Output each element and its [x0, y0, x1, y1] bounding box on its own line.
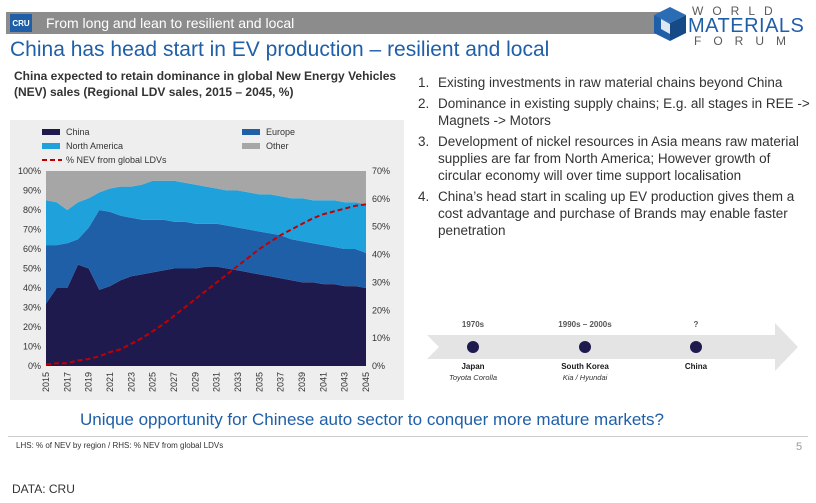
timeline-dot-china	[690, 341, 702, 353]
timeline-dot-south-korea	[579, 341, 591, 353]
cru-logo: CRU	[10, 14, 32, 32]
y-left-tick-label: 90%	[23, 186, 41, 196]
timeline-period: 1990s – 2000s	[558, 320, 612, 329]
area-series-china	[46, 264, 366, 366]
legend-label: Other	[266, 141, 289, 151]
y-left-tick-label: 10%	[23, 342, 41, 352]
cube-icon	[654, 7, 686, 41]
slide-title: China has head start in EV production – …	[10, 38, 550, 61]
x-tick-label: 2023	[126, 372, 136, 392]
x-tick-label: 2043	[340, 372, 350, 392]
nev-share-line	[45, 203, 367, 366]
timeline-period: 1970s	[461, 320, 485, 329]
x-tick-label: 2025	[148, 372, 158, 392]
reason-text: Dominance in existing supply chains; E.g…	[438, 96, 810, 128]
page-number: 5	[796, 441, 803, 453]
y-right-tick-label: 20%	[372, 305, 390, 315]
y-left-tick-label: 80%	[23, 205, 41, 215]
area-series-north-america	[46, 180, 366, 253]
x-tick-label: 2029	[190, 372, 200, 392]
header-banner-text: From long and lean to resilient and loca…	[46, 15, 295, 31]
reason-item: 3. Development of nickel resources in Asi…	[418, 133, 810, 184]
legend-swatch	[42, 129, 60, 135]
data-source: DATA: CRU	[12, 482, 75, 496]
timeline-arrow	[427, 323, 798, 371]
ev-share-chart: 0% 10% 20% 30% 40% 50% 60% 70% 80% 90% 100% 0% 10% 20…	[18, 127, 390, 392]
x-tick-label: 2019	[84, 372, 94, 392]
area-series-europe	[46, 210, 366, 304]
legend-label: North America	[66, 141, 123, 151]
x-tick-label: 2031	[212, 372, 222, 392]
legend-label: Europe	[266, 127, 295, 137]
reasons-list: 1. Existing investments in raw material c…	[418, 74, 810, 243]
x-tick-label: 2021	[105, 372, 115, 392]
y-left-tick-label: 40%	[23, 283, 41, 293]
timeline-car: Toyota Corolla	[448, 373, 498, 382]
footnote-divider	[8, 436, 808, 437]
reason-item: 1. Existing investments in raw material c…	[418, 74, 810, 91]
y-left-tick-label: 100%	[18, 166, 41, 176]
auto-sector-timeline: 1970s 1990s – 2000s ? Japan South Korea …	[425, 315, 800, 390]
x-tick-label: 2027	[169, 372, 179, 392]
brand-line-materials: MATERIALS	[688, 15, 805, 37]
x-tick-label: 2039	[297, 372, 307, 392]
reason-text: Development of nickel resources in Asia …	[438, 134, 799, 183]
x-tick-label: 2041	[318, 372, 328, 392]
y-right-tick-label: 50%	[372, 222, 390, 232]
timeline-country: Japan	[461, 362, 485, 371]
timeline-car: Kia / Hyundai	[562, 373, 608, 382]
x-tick-label: 2033	[233, 372, 243, 392]
timeline-period: ?	[693, 320, 699, 329]
brand-line-forum: FORUM	[694, 34, 798, 48]
y-right-tick-label: 60%	[372, 194, 390, 204]
tagline: Unique opportunity for Chinese auto sect…	[80, 410, 664, 429]
legend-swatch	[242, 143, 260, 149]
x-tick-label: 2045	[361, 372, 371, 392]
y-left-tick-label: 50%	[23, 264, 41, 274]
x-tick-label: 2035	[254, 372, 264, 392]
legend-label: China	[66, 127, 90, 137]
legend-swatch	[42, 143, 60, 149]
y-right-tick-label: 10%	[372, 333, 390, 343]
header-banner	[6, 12, 660, 34]
footnote: LHS: % of NEV by region / RHS: % NEV fro…	[16, 441, 224, 450]
brand-line-world: WORLD	[692, 4, 782, 18]
chart-title: China expected to retain dominance in gl…	[14, 69, 397, 99]
reason-text: Existing investments in raw material cha…	[438, 75, 783, 90]
chart-area: 0% 10% 20% 30% 40% 50% 60% 70% 80% 90% 100% 0% 10% 20…	[10, 120, 404, 400]
world-materials-forum-logo: WORLD MATERIALS FORUM	[650, 4, 810, 48]
y-right-tick-label: 30%	[372, 277, 390, 287]
reason-text: China’s head start in scaling up EV prod…	[438, 189, 795, 238]
y-right-tick-label: 70%	[372, 166, 390, 176]
timeline-dot-japan	[467, 341, 479, 353]
y-left-tick-label: 20%	[23, 322, 41, 332]
reason-item: 4. China’s head start in scaling up EV pr…	[418, 188, 810, 239]
x-tick-label: 2015	[41, 372, 51, 392]
reason-number: 3.	[418, 134, 430, 149]
reason-number: 1.	[418, 75, 430, 90]
y-left-tick-label: 70%	[23, 225, 41, 235]
x-tick-label: 2037	[276, 372, 286, 392]
legend-label: % NEV from global LDVs	[66, 155, 167, 165]
reason-number: 2.	[418, 96, 430, 111]
timeline-country: South Korea	[561, 362, 609, 371]
y-right-tick-label: 40%	[372, 250, 390, 260]
x-tick-label: 2017	[62, 372, 72, 392]
reason-item: 2. Dominance in existing supply chains; E…	[418, 95, 810, 129]
y-right-tick-label: 0%	[372, 361, 385, 371]
y-left-tick-label: 60%	[23, 244, 41, 254]
legend-swatch	[242, 129, 260, 135]
y-left-tick-label: 30%	[23, 303, 41, 313]
timeline-country: China	[684, 362, 708, 371]
reason-number: 4.	[418, 189, 430, 204]
y-left-tick-label: 0%	[28, 361, 41, 371]
area-series-other	[46, 171, 366, 210]
